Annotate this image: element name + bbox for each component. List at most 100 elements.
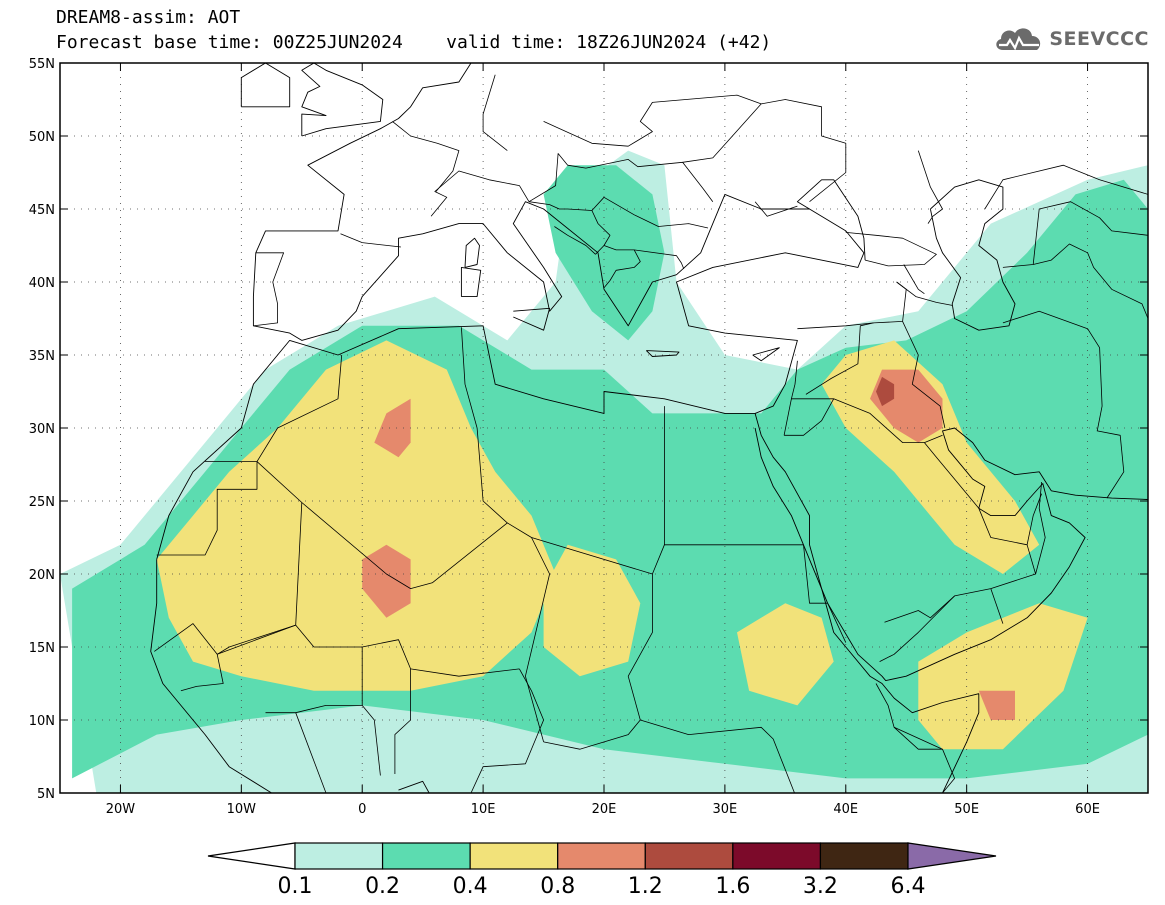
aot-region-6	[543, 544, 641, 677]
coastline-9	[513, 307, 551, 331]
lon-tick-label: 40E	[833, 802, 858, 817]
coastline-3	[754, 413, 980, 793]
border-2	[216, 502, 303, 655]
colorbar-over-triangle	[907, 842, 997, 870]
border-12	[783, 360, 798, 436]
axis-ticks: 20W 10W 0 10E 20E 30E 40E 50E 60E 55N 50N 45N 40N 35N…	[29, 57, 1148, 817]
lon-tick-label: 50E	[954, 802, 979, 817]
lat-tick-label: 40N	[29, 276, 55, 291]
border-50	[1032, 201, 1148, 265]
colorbar: 0.1 0.2 0.4 0.8 1.2 1.6 3.2 6.4	[207, 842, 997, 899]
lon-tick-label: 20W	[106, 802, 136, 817]
colorbar-label: 1.6	[715, 874, 750, 899]
lat-tick-label: 45N	[29, 203, 55, 218]
valid-time-label: valid time: 18Z26JUN2024 (+42)	[446, 32, 772, 53]
forecast-times: Forecast base time: 00Z25JUN2024 valid t…	[56, 33, 771, 53]
aot-region-5	[918, 603, 1088, 750]
coastline-4	[754, 427, 1148, 682]
seevccc-logo: SEEVCCC	[993, 24, 1149, 54]
aot-region-7	[737, 603, 834, 706]
colorbar-label: 0.8	[540, 874, 575, 899]
border-35	[430, 170, 530, 217]
border-32	[543, 719, 641, 750]
logo-text: SEEVCCC	[1049, 28, 1149, 50]
aot-region-11	[978, 690, 1015, 720]
coastlines	[150, 63, 1148, 793]
coastline-12	[301, 63, 384, 137]
border-14	[805, 322, 874, 395]
base-time-label: Forecast base time: 00Z25JUN2024	[56, 32, 403, 53]
colorbar-label: 1.2	[628, 874, 663, 899]
coastline-8	[460, 266, 482, 298]
lat-tick-label: 35N	[29, 349, 55, 364]
lon-tick-label: 10W	[227, 802, 257, 817]
lat-tick-label: 20N	[29, 568, 55, 583]
border-19	[1035, 481, 1046, 575]
border-37	[528, 153, 714, 203]
lat-tick-label: 55N	[29, 57, 55, 72]
border-44	[482, 74, 508, 151]
border-28	[361, 647, 381, 776]
coastline-13	[240, 63, 291, 108]
border-43	[543, 94, 762, 163]
border-4	[461, 327, 478, 429]
lat-tick-label: 15N	[29, 641, 55, 656]
border-51	[984, 164, 1148, 210]
border-30	[265, 712, 327, 793]
colorbar-bin-6	[819, 842, 909, 870]
lat-tick-label: 10N	[29, 714, 55, 729]
border-23	[875, 683, 955, 793]
colorbar-label: 6.4	[891, 874, 926, 899]
border-46	[896, 281, 953, 306]
lon-tick-label: 60E	[1075, 802, 1100, 817]
lat-tick-label: 25N	[29, 495, 55, 510]
border-3	[256, 354, 343, 462]
lon-tick-label: 30E	[713, 802, 738, 817]
border-49	[1002, 243, 1148, 319]
border-34	[340, 233, 401, 248]
coastline-1	[150, 559, 272, 793]
lon-tick-label: 10E	[471, 802, 496, 817]
border-27	[394, 668, 412, 774]
border-42	[554, 226, 596, 255]
border-17	[784, 398, 835, 436]
coastline-0	[156, 63, 865, 560]
lon-tick-label: 20E	[592, 802, 617, 817]
colorbar-label: 0.1	[278, 874, 313, 899]
border-29	[295, 705, 363, 714]
border-9	[525, 537, 550, 743]
border-24	[893, 727, 943, 750]
border-22	[990, 588, 1004, 624]
colorbar-bin-3	[557, 842, 646, 870]
border-13	[791, 398, 943, 444]
colorbar-under-triangle	[207, 842, 296, 870]
border-6	[531, 406, 665, 575]
aot-region-9	[374, 398, 411, 458]
border-33	[253, 252, 285, 327]
border-54	[917, 150, 943, 224]
border-41	[634, 249, 685, 270]
coastline-7	[464, 237, 480, 268]
lat-tick-label: 30N	[29, 422, 55, 437]
border-40	[603, 245, 641, 289]
lat-tick-label: 5N	[37, 787, 55, 802]
lat-tick-label: 50N	[29, 130, 55, 145]
colorbar-bin-4	[644, 842, 734, 870]
colorbar-bin-5	[732, 842, 822, 870]
border-45	[845, 232, 937, 267]
coastline-10	[645, 350, 680, 357]
border-8	[627, 574, 653, 721]
border-39	[591, 210, 611, 255]
border-21	[879, 595, 955, 662]
border-48	[1002, 310, 1125, 499]
border-18	[884, 442, 1036, 623]
border-5	[476, 427, 508, 524]
border-10	[803, 544, 847, 643]
country-borders	[154, 74, 1148, 793]
border-11	[640, 719, 795, 793]
border-16	[902, 321, 946, 429]
border-36	[392, 121, 460, 192]
aot-shading	[60, 150, 1148, 793]
border-25	[154, 623, 224, 692]
